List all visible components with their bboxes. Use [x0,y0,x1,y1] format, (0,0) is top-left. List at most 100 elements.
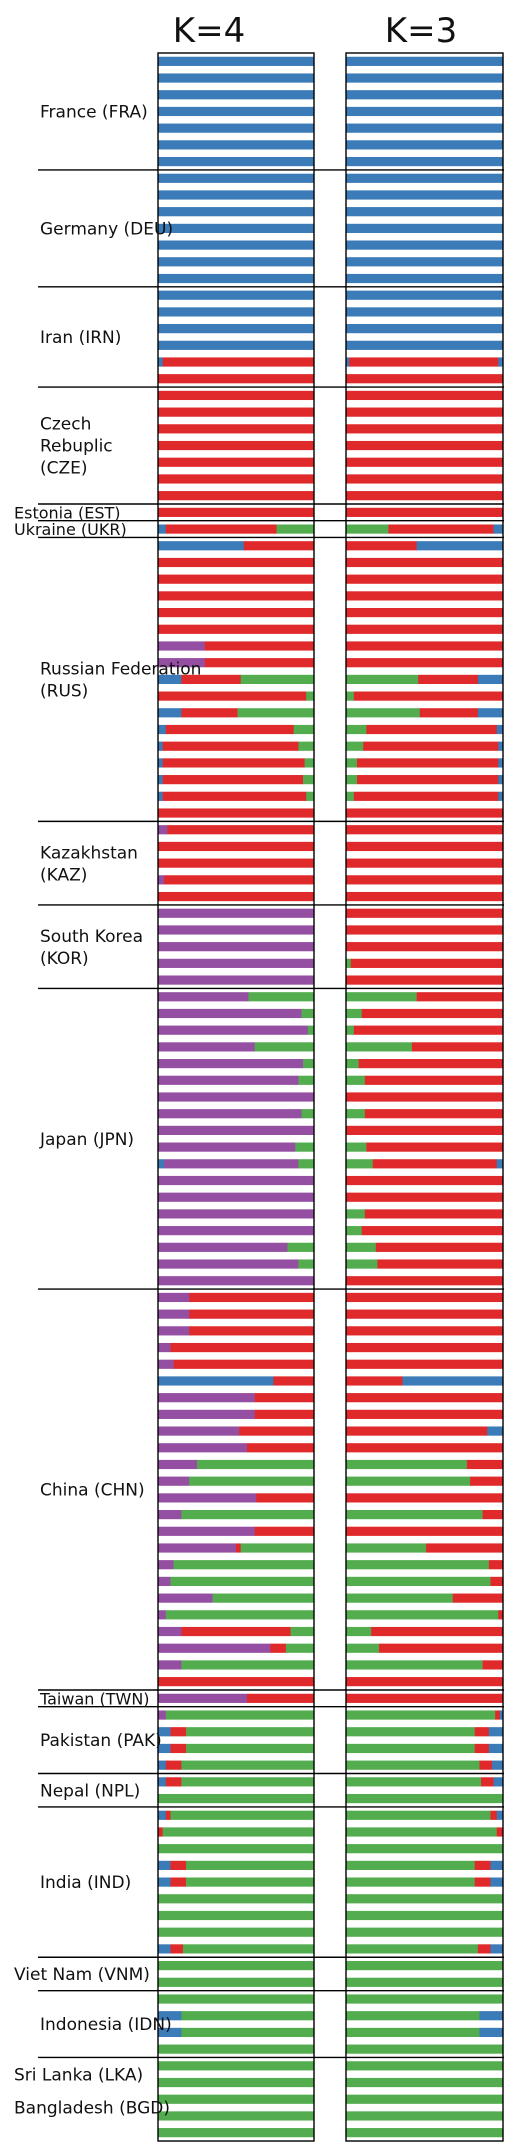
bar-segment-red-k3 [474,1860,491,1870]
bar-segment-blue-k3 [346,90,504,100]
bar-segment-green-k4 [237,708,315,718]
bar-segment-blue-k4 [158,1727,171,1737]
bar-segment-purple-k4 [158,1476,190,1486]
bar-segment-blue-k4 [158,758,163,768]
panel-frame-k4 [157,52,315,2142]
bar-segment-green-k3 [346,1944,479,1954]
bar-segment-purple-k4 [158,1175,315,1186]
bar-segment-red-k4 [181,674,241,684]
bar-segment-green-k3 [346,1777,482,1787]
bar-segment-red-k3 [364,1109,504,1119]
bar-segment-red-k4 [158,841,315,852]
bar-segment-purple-k4 [158,1660,182,1670]
bar-segment-green-k3 [346,1209,366,1219]
bar-segment-red-k3 [479,1760,493,1770]
bar-segment-red-k3 [490,1576,504,1587]
bar-segment-red-k4 [162,775,304,785]
bar-segment-red-k3 [366,724,498,735]
bar-segment-green-k4 [186,1727,315,1737]
bar-segment-green-k3 [346,2011,480,2021]
bar-segment-red-k4 [158,440,315,451]
bar-segment-red-k4 [170,1944,184,1954]
bar-segment-green-k3 [346,1860,476,1870]
bar-segment-green-k4 [276,524,315,534]
bar-segment-blue-k3 [479,2011,504,2021]
bar-segment-green-k3 [346,1961,504,1971]
bar-segment-green-k3 [346,1760,480,1770]
group-label: Viet Nam (VNM) [14,1965,150,1985]
bar-segment-green-k4 [306,691,315,701]
bar-segment-green-k4 [295,1142,315,1152]
bar-segment-green-k4 [186,1743,315,1754]
bars-layer [158,56,504,2138]
bar-segment-purple-k4 [158,1025,309,1035]
bar-segment-red-k3 [346,1092,504,1102]
bar-segment-red-k4 [165,1777,182,1787]
bar-segment-green-k3 [346,1510,483,1520]
bar-segment-red-k4 [164,875,315,885]
bar-segment-green-k3 [346,1827,498,1837]
bar-segment-green-k3 [346,2111,504,2121]
bar-segment-blue-k4 [158,1376,274,1386]
bar-segment-green-k4 [158,2111,315,2121]
bar-segment-red-k4 [254,1409,315,1419]
bar-segment-red-k3 [349,357,499,367]
bar-segment-blue-k3 [477,674,504,684]
bar-segment-red-k3 [346,1426,488,1436]
bar-segment-red-k3 [346,557,504,568]
bar-segment-purple-k4 [158,1342,171,1353]
bar-segment-red-k4 [189,1309,315,1319]
bar-segment-red-k3 [356,775,499,785]
bar-segment-green-k3 [346,1476,471,1486]
bar-segment-green-k4 [181,2027,315,2038]
bar-segment-green-k4 [158,1961,315,1971]
bar-segment-green-k4 [158,2044,315,2054]
bar-segment-red-k3 [353,1025,504,1035]
bar-segment-red-k4 [165,724,295,735]
bar-segment-blue-k4 [158,708,182,718]
bar-segment-red-k3 [346,491,504,501]
bar-segment-red-k4 [254,1393,315,1403]
bar-segment-blue-k3 [346,156,504,167]
bar-segment-green-k4 [158,2094,315,2104]
group-label: India (IND) [40,1873,131,1893]
bar-segment-green-k3 [346,741,364,751]
bar-segment-green-k3 [346,708,421,718]
bar-segment-purple-k4 [158,1276,315,1286]
bar-segment-green-k4 [240,674,315,684]
bar-segment-red-k3 [372,1159,498,1169]
bar-segment-red-k4 [167,825,315,835]
bar-segment-red-k4 [158,591,315,601]
bar-segment-purple-k4 [158,942,315,952]
bar-segment-green-k4 [181,2011,315,2021]
bar-segment-blue-k3 [493,524,504,534]
bar-segment-red-k4 [158,457,315,467]
bar-segment-blue-k3 [477,708,504,718]
bar-segment-green-k3 [346,1008,362,1019]
bar-segment-blue-k3 [492,1760,504,1770]
bar-segment-red-k4 [246,1443,315,1453]
bar-segment-purple-k4 [158,1493,257,1503]
bar-segment-red-k3 [346,658,504,668]
bar-segment-green-k3 [346,1977,504,1987]
bar-segment-green-k3 [346,1593,454,1603]
bar-segment-red-k3 [346,1175,504,1186]
bar-segment-red-k3 [346,858,504,868]
bar-segment-green-k4 [304,758,315,768]
bar-segment-red-k4 [162,791,307,801]
bar-segment-blue-k4 [158,290,315,300]
group-dividers [38,169,504,2059]
bar-segment-red-k3 [364,1209,504,1219]
bar-segment-green-k3 [346,2128,504,2138]
bar-segment-red-k3 [498,1610,504,1620]
group-label: Nepal (NPL) [40,1781,140,1801]
group-label: Russian Federation (RUS) [40,660,201,702]
bar-segment-blue-k4 [158,324,315,334]
bar-segment-green-k3 [346,724,367,735]
bar-segment-blue-k3 [488,1727,504,1737]
bar-segment-purple-k4 [158,1059,304,1069]
bar-segment-green-k4 [158,1994,315,2004]
bar-segment-purple-k4 [158,1626,182,1637]
group-label: Kazakhstan (KAZ) [40,843,138,885]
bar-segment-green-k3 [346,1459,468,1470]
